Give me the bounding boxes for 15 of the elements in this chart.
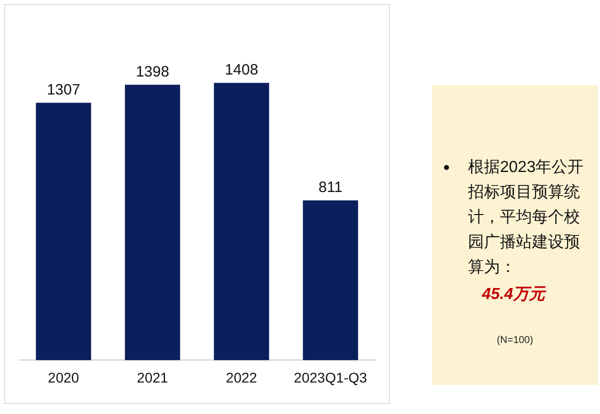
data-label: 1307 — [46, 81, 80, 98]
bar — [302, 200, 358, 360]
data-label: 1398 — [136, 63, 170, 80]
x-tick-label: 2021 — [136, 369, 168, 386]
x-tick-label: 2020 — [48, 369, 80, 386]
data-label: 1408 — [224, 61, 258, 78]
bar — [36, 102, 92, 360]
x-tick-label: 2023Q1-Q3 — [294, 369, 368, 386]
data-label: 811 — [318, 179, 342, 196]
x-tick-label: 2022 — [226, 369, 258, 386]
text: 45.4万元 — [482, 285, 548, 305]
text: 根据2023年公开招标项目预算统计，平均每个校园广播站建设预算为： — [468, 158, 585, 278]
text: (N=100) — [496, 335, 534, 346]
bar — [124, 84, 180, 360]
bar — [214, 82, 270, 360]
